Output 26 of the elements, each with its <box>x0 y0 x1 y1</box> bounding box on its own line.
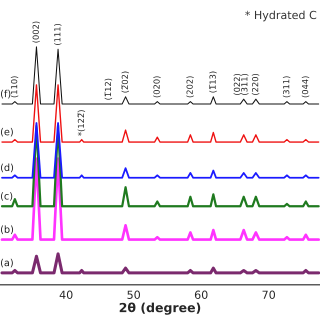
x-tick-label: 70 <box>262 290 276 299</box>
annotation: (044) <box>302 76 310 98</box>
annotation: (020) <box>153 76 161 98</box>
series-label: (e) <box>0 128 13 137</box>
annotation: (311) <box>282 76 290 98</box>
x-tick-label: 50 <box>127 290 140 299</box>
annotation: (2̅02) <box>122 72 129 93</box>
annotation: (202) <box>186 76 194 98</box>
annotation: (110) <box>10 76 18 98</box>
series-label: (f) <box>0 90 10 98</box>
annotation: *(122̅) <box>78 110 86 136</box>
x-axis-title: 2θ (degree) <box>120 302 200 315</box>
annotation: (311) <box>241 74 248 95</box>
series-label: (d) <box>0 164 14 172</box>
annotation: (002) <box>32 22 40 43</box>
annotation: (1̅12) <box>104 78 112 100</box>
text: * Hydrated C <box>245 10 316 22</box>
series-label: (c) <box>0 192 12 201</box>
annotation: (220) <box>252 74 260 95</box>
annotation: (111) <box>54 24 62 45</box>
annotation: (022) <box>234 74 242 95</box>
x-tick-label: 60 <box>194 290 208 299</box>
series-label: (b) <box>0 225 14 234</box>
series-label: (a) <box>0 258 13 268</box>
x-tick-label: 40 <box>60 290 72 299</box>
annotation: (1̅13) <box>209 72 217 93</box>
